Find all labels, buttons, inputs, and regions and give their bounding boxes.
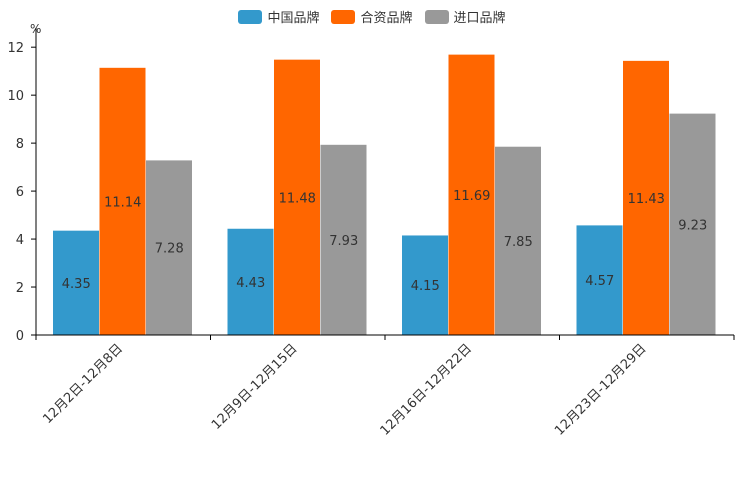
legend-item-china-brand[interactable]: 中国品牌 [238, 7, 319, 26]
legend: 中国品牌 合资品牌 进口品牌 [0, 7, 744, 26]
bar [448, 54, 495, 336]
bar [146, 160, 192, 335]
y-tick-label: 12 [7, 41, 24, 56]
x-tick-label: 12月23日-12月29日 [552, 341, 649, 438]
bar-value-label: 11.43 [628, 192, 665, 207]
y-tick-label: 4 [16, 233, 24, 248]
bar-value-label: 4.57 [585, 274, 614, 289]
y-tick-label: 2 [16, 281, 24, 296]
x-tick-label: 12月9日-12月15日 [209, 341, 301, 433]
legend-label-china-brand: 中国品牌 [267, 11, 320, 26]
bar-value-label: 4.35 [62, 277, 91, 292]
bar [274, 59, 320, 336]
bar [227, 228, 274, 335]
bar-value-label: 9.23 [678, 218, 707, 233]
y-tick-label: 8 [16, 137, 24, 152]
bar-value-label: 11.14 [104, 195, 141, 210]
bar [402, 235, 448, 335]
bar [99, 67, 146, 336]
legend-swatch-jv-brand [331, 9, 356, 24]
bar-value-label: 4.43 [236, 276, 265, 291]
bar-value-label: 7.85 [504, 235, 533, 250]
legend-item-jv-brand[interactable]: 合资品牌 [331, 7, 413, 26]
bar [623, 60, 669, 336]
x-tick-label: 12月16日-12月22日 [378, 341, 475, 438]
bar-value-label: 7.28 [155, 242, 184, 257]
bar [53, 230, 99, 335]
bar [320, 144, 367, 335]
legend-swatch-china-brand [238, 9, 263, 24]
bar [576, 225, 623, 335]
bar-value-label: 4.15 [411, 279, 440, 294]
y-tick-label: 0 [16, 329, 24, 344]
x-tick-label: 12月2日-12月8日 [40, 341, 126, 427]
bar [669, 113, 716, 335]
legend-label-import-brand: 进口品牌 [453, 11, 506, 26]
y-tick-label: 10 [7, 89, 24, 104]
bar-value-label: 11.48 [279, 191, 316, 206]
bar [495, 146, 541, 335]
legend-item-import-brand[interactable]: 进口品牌 [424, 7, 506, 26]
legend-label-jv-brand: 合资品牌 [360, 11, 413, 26]
legend-swatch-import-brand [424, 9, 449, 24]
bar-value-label: 11.69 [453, 189, 490, 204]
bar-value-label: 7.93 [329, 234, 358, 249]
y-tick-label: 6 [16, 185, 24, 200]
